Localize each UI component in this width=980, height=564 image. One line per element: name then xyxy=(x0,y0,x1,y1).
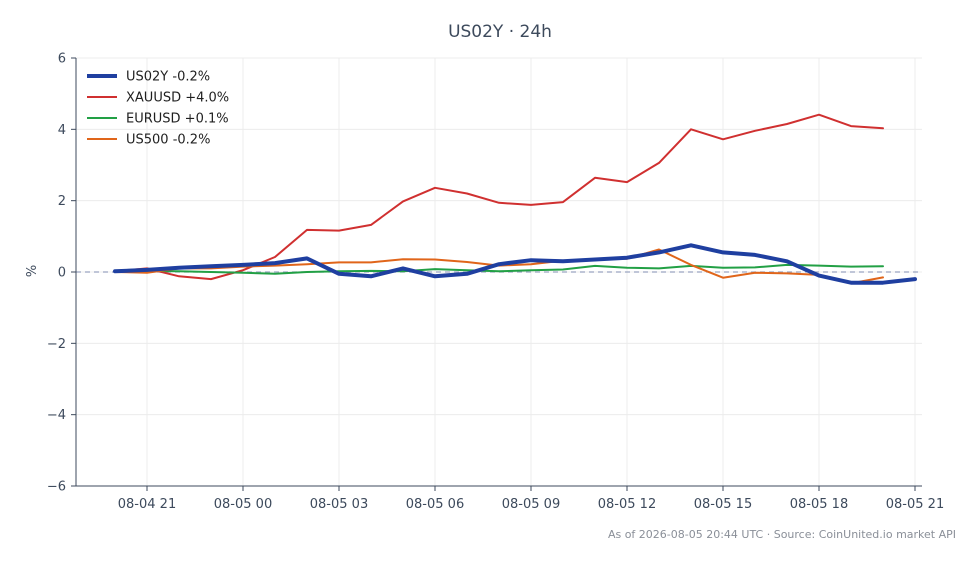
series-line-xauusd xyxy=(114,113,884,281)
y-tick-label: 2 xyxy=(58,194,66,209)
legend-label: EURUSD +0.1% xyxy=(126,112,229,127)
series-line-us02y xyxy=(113,243,917,285)
legend-label: US500 -0.2% xyxy=(126,133,210,148)
footer-text: As of 2026-08-05 20:44 UTC · Source: Coi… xyxy=(608,528,956,541)
x-tick-label: 08-04 21 xyxy=(118,497,176,512)
x-tick-label: 08-05 21 xyxy=(886,497,944,512)
x-ticks: 08-04 21 08-05 00 08-05 03 08-05 06 08-05 09… xyxy=(118,486,944,512)
y-tick-label: 0 xyxy=(58,266,66,281)
x-tick-label: 08-05 09 xyxy=(502,497,560,512)
y-tick-label: 6 xyxy=(58,52,66,67)
y-ticks: −6 −4 −2 0 2 4 6 xyxy=(47,52,76,495)
legend-label: US02Y -0.2% xyxy=(126,70,210,85)
chart-title: US02Y · 24h xyxy=(448,22,552,42)
x-tick-label: 08-05 06 xyxy=(406,497,464,512)
x-tick-label: 08-05 15 xyxy=(694,497,752,512)
y-tick-label: −6 xyxy=(47,480,66,495)
x-tick-label: 08-05 00 xyxy=(214,497,272,512)
legend: US02Y -0.2% XAUUSD +4.0% EURUSD +0.1% US500… xyxy=(87,70,229,148)
legend-label: XAUUSD +4.0% xyxy=(126,91,229,106)
x-tick-label: 08-05 12 xyxy=(598,497,656,512)
series-line-eurusd xyxy=(114,263,884,275)
y-tick-label: −2 xyxy=(47,337,66,352)
y-tick-label: −4 xyxy=(47,408,66,423)
y-axis-label: % xyxy=(25,265,40,277)
y-tick-label: 4 xyxy=(58,123,66,138)
series-group xyxy=(113,113,917,285)
x-tick-label: 08-05 03 xyxy=(310,497,368,512)
x-tick-label: 08-05 18 xyxy=(790,497,848,512)
